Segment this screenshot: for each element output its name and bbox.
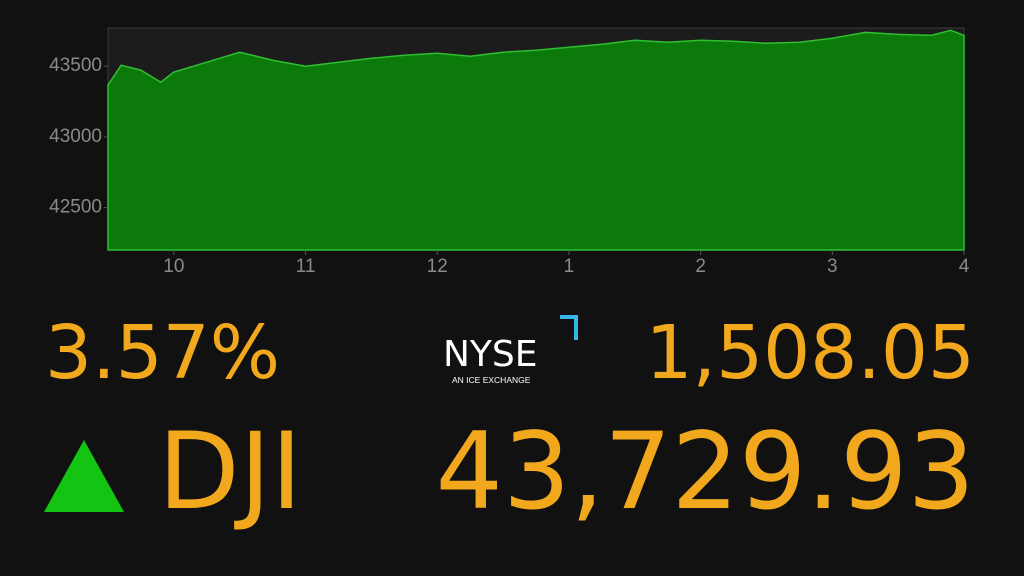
price: 43,729.93 bbox=[436, 410, 975, 533]
x-tick-label: 1 bbox=[564, 256, 575, 277]
change-percent: 3.57% bbox=[45, 310, 280, 396]
y-tick-label: 43500 bbox=[49, 55, 102, 76]
exchange-logo: NYSE bbox=[443, 334, 538, 375]
x-tick-label: 10 bbox=[163, 256, 184, 277]
x-tick-label: 2 bbox=[695, 256, 706, 277]
logo-corner bbox=[560, 315, 578, 340]
y-tick-label: 43000 bbox=[49, 126, 102, 147]
plot bbox=[107, 29, 965, 251]
x-tick-label: 12 bbox=[427, 256, 448, 277]
x-tick-label: 3 bbox=[827, 256, 838, 277]
x-tick-label: 4 bbox=[959, 256, 970, 277]
area bbox=[107, 29, 965, 251]
y-tick-label: 42500 bbox=[49, 197, 102, 218]
symbol: DJI bbox=[158, 410, 302, 533]
x-tick-label: 11 bbox=[296, 256, 316, 277]
change-points: 1,508.05 bbox=[645, 310, 975, 396]
exchange-tagline: AN ICE EXCHANGE bbox=[452, 375, 531, 385]
up-arrow bbox=[44, 440, 124, 512]
